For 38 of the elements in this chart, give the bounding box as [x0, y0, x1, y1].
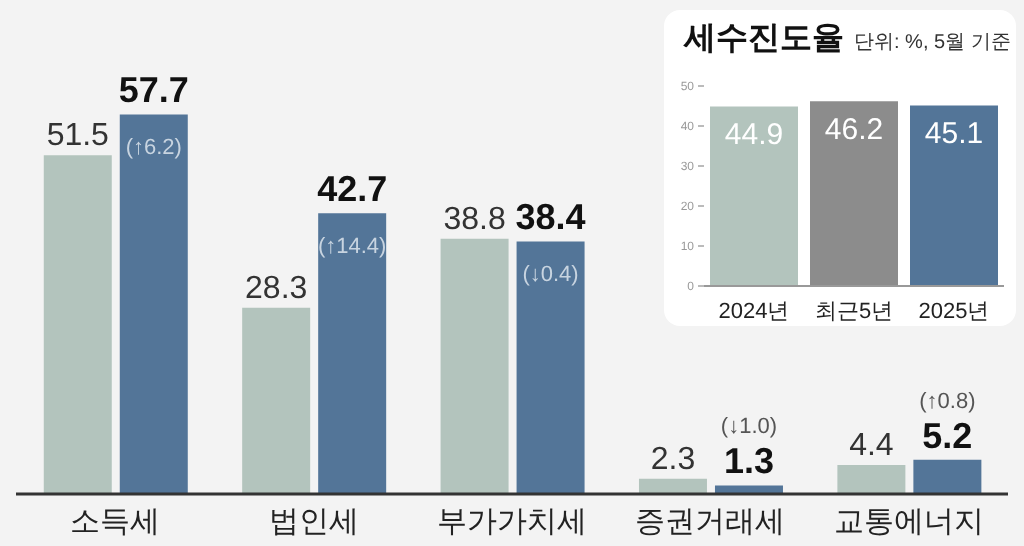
annotation: (↑6.2) [125, 136, 182, 161]
data-label: 28.3 [245, 271, 308, 306]
bar [837, 465, 906, 494]
bar [714, 485, 783, 494]
data-label: 42.7 [317, 169, 388, 210]
bar [516, 241, 585, 494]
bar [43, 155, 112, 494]
data-label: 38.4 [515, 197, 586, 238]
data-label: 4.4 [849, 429, 894, 464]
data-label: 45.1 [924, 116, 984, 151]
data-label: 2.3 [650, 442, 696, 477]
bar [638, 478, 707, 494]
data-label: 1.3 [723, 441, 775, 482]
data-label: 57.7 [118, 70, 189, 111]
data-label: 5.2 [922, 415, 973, 456]
data-label: 44.9 [724, 117, 784, 152]
chart-subtitle: 단위: %, 5월 기준 [854, 32, 1011, 54]
x-tick-label: 부가가치세 [437, 505, 587, 540]
data-label: 46.2 [824, 112, 884, 147]
x-tick-label: 최근5년 [814, 299, 894, 324]
bar [119, 114, 188, 494]
data-label: 38.8 [443, 202, 506, 237]
x-tick-label: 2024년 [718, 299, 790, 324]
x-tick-label: 2025년 [918, 299, 990, 324]
bar [318, 213, 387, 494]
bar [242, 307, 311, 494]
x-tick-label: 법인세 [268, 505, 359, 540]
chart-title: 세수진도율 [684, 22, 844, 56]
bar [913, 459, 982, 494]
x-tick-label: 교통에너지 [833, 505, 984, 540]
annotation: (↑0.8) [919, 389, 976, 414]
annotation: (↓1.0) [720, 415, 778, 440]
annotation: (↓0.4) [522, 263, 579, 288]
bar [440, 238, 509, 494]
x-tick-label: 증권거래세 [635, 505, 786, 540]
x-tick-label: 소득세 [70, 505, 161, 540]
data-label: 51.5 [46, 119, 110, 154]
annotation: (↑14.4) [317, 235, 387, 260]
